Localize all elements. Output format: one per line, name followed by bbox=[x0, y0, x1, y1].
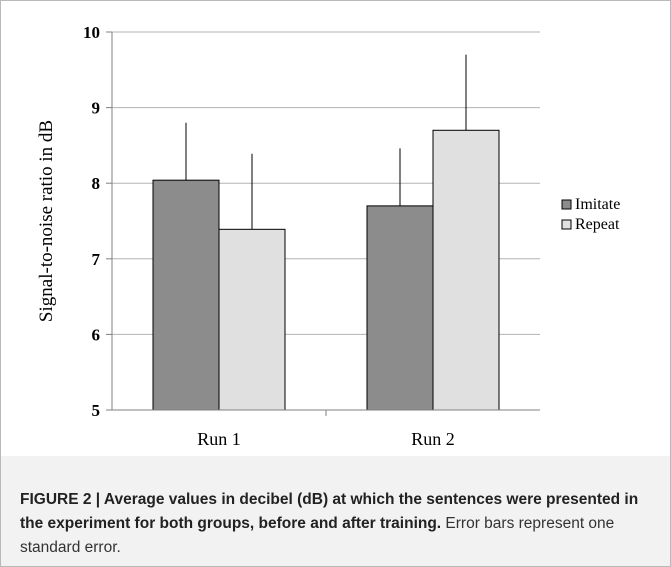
x-tick-label: Run 1 bbox=[197, 429, 241, 449]
y-tick-label: 5 bbox=[92, 401, 101, 420]
y-tick-labels: 5 6 7 8 9 10 bbox=[83, 23, 101, 420]
bar-imitate-1 bbox=[152, 179, 220, 411]
bars bbox=[152, 129, 500, 411]
bar-repeat-1 bbox=[218, 228, 286, 411]
legend-label-repeat: Repeat bbox=[575, 216, 620, 233]
caption-background bbox=[1, 456, 670, 566]
legend-swatch-repeat bbox=[561, 219, 572, 230]
x-tick-labels: Run 1 Run 2 bbox=[197, 429, 455, 449]
error-bars bbox=[185, 54, 467, 230]
y-tick-label: 8 bbox=[92, 174, 101, 193]
y-axis-label: Signal-to-noise ratio in dB bbox=[36, 120, 57, 322]
y-tick-label: 10 bbox=[83, 23, 100, 42]
legend: Imitate Repeat bbox=[561, 196, 620, 233]
axes bbox=[106, 31, 540, 416]
legend-label-imitate: Imitate bbox=[575, 196, 620, 213]
y-tick-label: 6 bbox=[92, 325, 101, 344]
legend-swatch-imitate bbox=[561, 199, 572, 210]
x-tick-label: Run 2 bbox=[411, 429, 455, 449]
caption-note: Error bars represent one standard error. bbox=[20, 515, 615, 556]
caption-title: FIGURE 2 | Average values in decibel (dB… bbox=[20, 491, 639, 532]
y-tick-label: 9 bbox=[92, 99, 101, 118]
bar-repeat-2 bbox=[432, 129, 500, 411]
figure-caption: FIGURE 2 | Average values in decibel (dB… bbox=[20, 488, 660, 560]
bar-chart: 5 6 7 8 9 10 Run 1 Run 2 Imitate Repeat Signal-… bbox=[36, 23, 620, 449]
y-tick-label: 7 bbox=[92, 250, 101, 269]
bar-imitate-2 bbox=[366, 205, 434, 411]
